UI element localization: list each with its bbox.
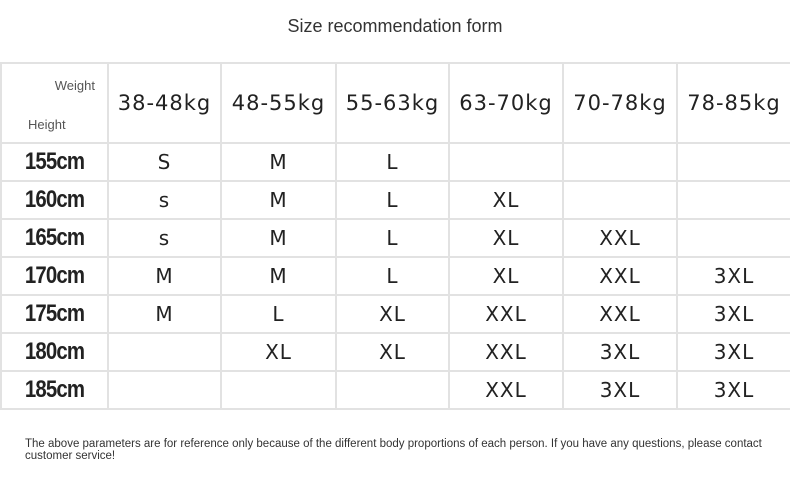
size-cell bbox=[676, 142, 790, 182]
size-cell: 3XL bbox=[676, 370, 790, 410]
height-cell: 175cm bbox=[8, 294, 101, 334]
size-cell: XL bbox=[448, 256, 564, 296]
size-cell: M bbox=[220, 180, 337, 220]
weight-label: Weight bbox=[54, 78, 95, 93]
weight-header: 48-55kg bbox=[220, 62, 337, 144]
size-cell: XXL bbox=[562, 256, 678, 296]
height-cell: 165cm bbox=[8, 218, 101, 258]
size-cell: M bbox=[220, 142, 337, 182]
table-row: 185cm XXL 3XL 3XL bbox=[1, 370, 790, 410]
table-row: 175cm M L XL XXL XXL 3XL bbox=[1, 294, 790, 334]
table-row: 165cm s M L XL XXL bbox=[1, 218, 790, 258]
size-cell: M bbox=[107, 294, 222, 334]
size-cell: XXL bbox=[562, 294, 678, 334]
size-cell bbox=[107, 370, 222, 410]
size-cell: XXL bbox=[448, 332, 564, 372]
size-cell: XL bbox=[220, 332, 337, 372]
disclaimer-note: The above parameters are for reference o… bbox=[25, 438, 762, 462]
size-cell: 3XL bbox=[562, 332, 678, 372]
size-cell: L bbox=[335, 142, 450, 182]
size-cell: L bbox=[335, 180, 450, 220]
size-cell: XXL bbox=[448, 370, 564, 410]
size-cell: M bbox=[107, 256, 222, 296]
table-row: 180cm XL XL XXL 3XL 3XL bbox=[1, 332, 790, 372]
weight-header: 55-63kg bbox=[335, 62, 450, 144]
size-cell: s bbox=[107, 180, 222, 220]
height-cell: 160cm bbox=[8, 180, 101, 220]
size-cell: XXL bbox=[448, 294, 564, 334]
size-table: Weight Height 38-48kg 48-55kg 55-63kg 63-70kg… bbox=[0, 62, 790, 410]
size-cell: XL bbox=[335, 294, 450, 334]
weight-header: 63-70kg bbox=[448, 62, 564, 144]
size-cell: XXL bbox=[562, 218, 678, 258]
table-row: 155cm S M L bbox=[1, 142, 790, 182]
size-cell bbox=[562, 180, 678, 220]
size-cell: XL bbox=[448, 180, 564, 220]
size-cell bbox=[448, 142, 564, 182]
size-cell: M bbox=[220, 256, 337, 296]
size-cell: XL bbox=[448, 218, 564, 258]
height-cell: 170cm bbox=[8, 256, 101, 296]
height-cell: 185cm bbox=[8, 370, 101, 410]
size-cell: XL bbox=[335, 332, 450, 372]
size-cell: S bbox=[107, 142, 222, 182]
height-cell: 155cm bbox=[8, 142, 101, 182]
size-cell bbox=[220, 370, 337, 410]
size-cell: M bbox=[220, 218, 337, 258]
size-cell: L bbox=[335, 218, 450, 258]
height-cell: 180cm bbox=[8, 332, 101, 372]
size-cell: 3XL bbox=[562, 370, 678, 410]
size-cell bbox=[676, 218, 790, 258]
size-cell: L bbox=[220, 294, 337, 334]
size-cell bbox=[335, 370, 450, 410]
size-cell: 3XL bbox=[676, 332, 790, 372]
size-cell bbox=[107, 332, 222, 372]
header-row: Weight Height 38-48kg 48-55kg 55-63kg 63-70kg… bbox=[0, 62, 790, 144]
size-cell bbox=[562, 142, 678, 182]
table-row: 160cm s M L XL bbox=[1, 180, 790, 220]
size-cell: 3XL bbox=[676, 294, 790, 334]
size-cell bbox=[676, 180, 790, 220]
page-title: Size recommendation form bbox=[287, 16, 503, 36]
weight-header: 70-78kg bbox=[562, 62, 678, 144]
size-cell: 3XL bbox=[676, 256, 790, 296]
weight-header: 78-85kg bbox=[676, 62, 790, 144]
size-cell: L bbox=[335, 256, 450, 296]
weight-header: 38-48kg bbox=[107, 62, 222, 144]
size-cell: s bbox=[107, 218, 222, 258]
table-row: 170cm M M L XL XXL 3XL bbox=[1, 256, 790, 296]
height-label: Height bbox=[28, 117, 66, 132]
corner-cell: Weight Height bbox=[0, 62, 109, 144]
